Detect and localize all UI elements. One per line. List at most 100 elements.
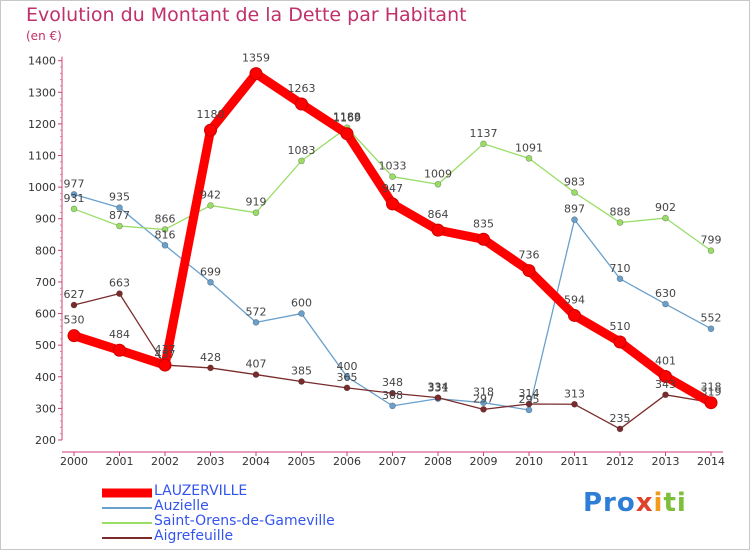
legend-swatch-saint-orens: [102, 521, 152, 524]
data-label-aigrefeuille: 348: [382, 376, 403, 389]
legend-item-auzielle: Auzielle: [102, 498, 402, 515]
y-tick-label: 500: [35, 339, 56, 352]
data-point-aigrefeuille: [571, 400, 578, 408]
data-label-aigrefeuille: 314: [519, 387, 540, 400]
data-label-saint-orens-de-gameville: 1188: [333, 111, 361, 124]
data-point-auzielle: [70, 191, 78, 198]
x-tick-label: 2013: [652, 455, 680, 468]
data-point-auzielle: [707, 325, 715, 333]
x-tick-label: 2009: [470, 455, 498, 468]
data-label-auzielle: 710: [610, 262, 631, 275]
data-point-lauzerville: [431, 223, 445, 237]
legend-swatch-lauzerville: [102, 488, 152, 497]
data-label-lauzerville: 1180: [197, 108, 225, 121]
x-tick-label: 2012: [606, 455, 634, 468]
data-point-saint-orens-de-gameville: [161, 226, 169, 233]
y-tick-label: 1300: [28, 86, 56, 99]
data-label-lauzerville: 835: [473, 217, 494, 230]
y-tick-label: 600: [35, 308, 56, 321]
data-label-lauzerville: 318: [701, 381, 722, 394]
data-point-lauzerville: [158, 358, 172, 372]
data-point-auzielle: [662, 300, 669, 308]
x-tick-label: 2010: [515, 455, 543, 468]
data-label-lauzerville: 594: [564, 293, 585, 306]
data-point-lauzerville: [67, 329, 81, 343]
data-label-auzielle: 816: [155, 228, 176, 241]
chart-title: Evolution du Montant de la Dette par Hab…: [26, 4, 467, 26]
x-tick-label: 2001: [106, 455, 134, 468]
data-point-lauzerville: [113, 343, 126, 357]
data-point-saint-orens-de-gameville: [662, 214, 669, 222]
y-tick-label: 1400: [28, 55, 56, 68]
legend-label-auzielle: Auzielle: [154, 498, 209, 514]
data-label-saint-orens-de-gameville: 866: [155, 212, 176, 225]
data-point-saint-orens-de-gameville: [389, 173, 396, 180]
x-tick-label: 2007: [379, 455, 407, 468]
data-label-saint-orens-de-gameville: 983: [564, 175, 585, 188]
data-label-aigrefeuille: 437: [155, 348, 176, 361]
data-label-auzielle: 400: [337, 360, 358, 373]
data-label-auzielle: 552: [701, 312, 722, 325]
data-point-saint-orens-de-gameville: [480, 140, 487, 148]
data-label-saint-orens-de-gameville: 1137: [470, 127, 498, 140]
data-label-saint-orens-de-gameville: 1009: [424, 167, 452, 180]
y-tick-label: 400: [35, 371, 56, 384]
data-point-lauzerville: [568, 308, 581, 322]
data-label-aigrefeuille: 235: [610, 412, 631, 425]
data-label-aigrefeuille: 407: [246, 358, 267, 371]
data-label-lauzerville: 530: [64, 314, 85, 327]
y-tick-label: 1100: [28, 150, 56, 163]
data-point-auzielle: [389, 402, 396, 410]
data-label-auzielle: 318: [473, 386, 494, 399]
data-point-auzielle: [116, 204, 123, 211]
data-label-aigrefeuille: 365: [337, 371, 358, 384]
data-label-aigrefeuille: 663: [109, 277, 130, 290]
data-label-lauzerville: 947: [382, 182, 403, 195]
data-label-lauzerville: 437: [155, 343, 176, 356]
data-label-lauzerville: 1169: [333, 112, 361, 125]
data-label-aigrefeuille: 428: [200, 351, 221, 364]
data-point-saint-orens-de-gameville: [207, 202, 214, 209]
data-point-aigrefeuille: [525, 400, 533, 408]
data-label-auzielle: 699: [200, 265, 221, 278]
data-point-saint-orens-de-gameville: [252, 209, 260, 217]
legend-item-aigrefeuille: Aigrefeuille: [102, 528, 402, 545]
x-tick-label: 2002: [151, 455, 179, 468]
data-point-auzielle: [161, 241, 169, 249]
data-point-lauzerville: [477, 232, 490, 246]
data-point-lauzerville: [522, 264, 536, 278]
data-label-saint-orens-de-gameville: 1083: [288, 144, 316, 157]
data-label-auzielle: 572: [246, 305, 267, 318]
data-label-lauzerville: 510: [610, 320, 631, 333]
y-tick-label: 300: [35, 402, 56, 415]
data-label-saint-orens-de-gameville: 919: [246, 196, 267, 209]
data-label-saint-orens-de-gameville: 931: [64, 192, 85, 205]
axes: 200 300 400 500 600 700 800 900 1000 1100 1200 1300…: [28, 55, 725, 468]
legend-swatch-aigrefeuille: [102, 536, 152, 539]
y-unit-label: (en €): [26, 29, 62, 43]
data-label-saint-orens-de-gameville: 1091: [515, 141, 543, 154]
data-label-aigrefeuille: 297: [473, 392, 494, 405]
data-label-saint-orens-de-gameville: 888: [610, 206, 631, 219]
data-label-aigrefeuille: 334: [428, 381, 449, 394]
data-point-aigrefeuille: [434, 394, 442, 401]
data-point-auzielle: [480, 399, 487, 407]
legend-label-lauzerville: LAUZERVILLE: [154, 483, 248, 499]
data-point-aigrefeuille: [480, 406, 487, 413]
data-label-lauzerville: 401: [655, 354, 676, 367]
x-tick-label: 2000: [60, 455, 88, 468]
data-point-aigrefeuille: [252, 371, 260, 378]
data-point-saint-orens-de-gameville: [116, 222, 123, 230]
data-point-aigrefeuille: [616, 425, 624, 433]
data-point-lauzerville: [613, 335, 627, 349]
y-tick-label: 900: [35, 213, 56, 226]
data-point-lauzerville: [340, 127, 354, 141]
data-point-saint-orens-de-gameville: [525, 155, 533, 162]
data-point-aigrefeuille: [207, 364, 214, 372]
data-point-auzielle: [343, 373, 351, 381]
data-label-lauzerville: 1359: [242, 52, 270, 65]
data-label-saint-orens-de-gameville: 877: [109, 209, 130, 222]
series-lines: [67, 67, 718, 433]
data-label-lauzerville: 1263: [288, 82, 316, 95]
